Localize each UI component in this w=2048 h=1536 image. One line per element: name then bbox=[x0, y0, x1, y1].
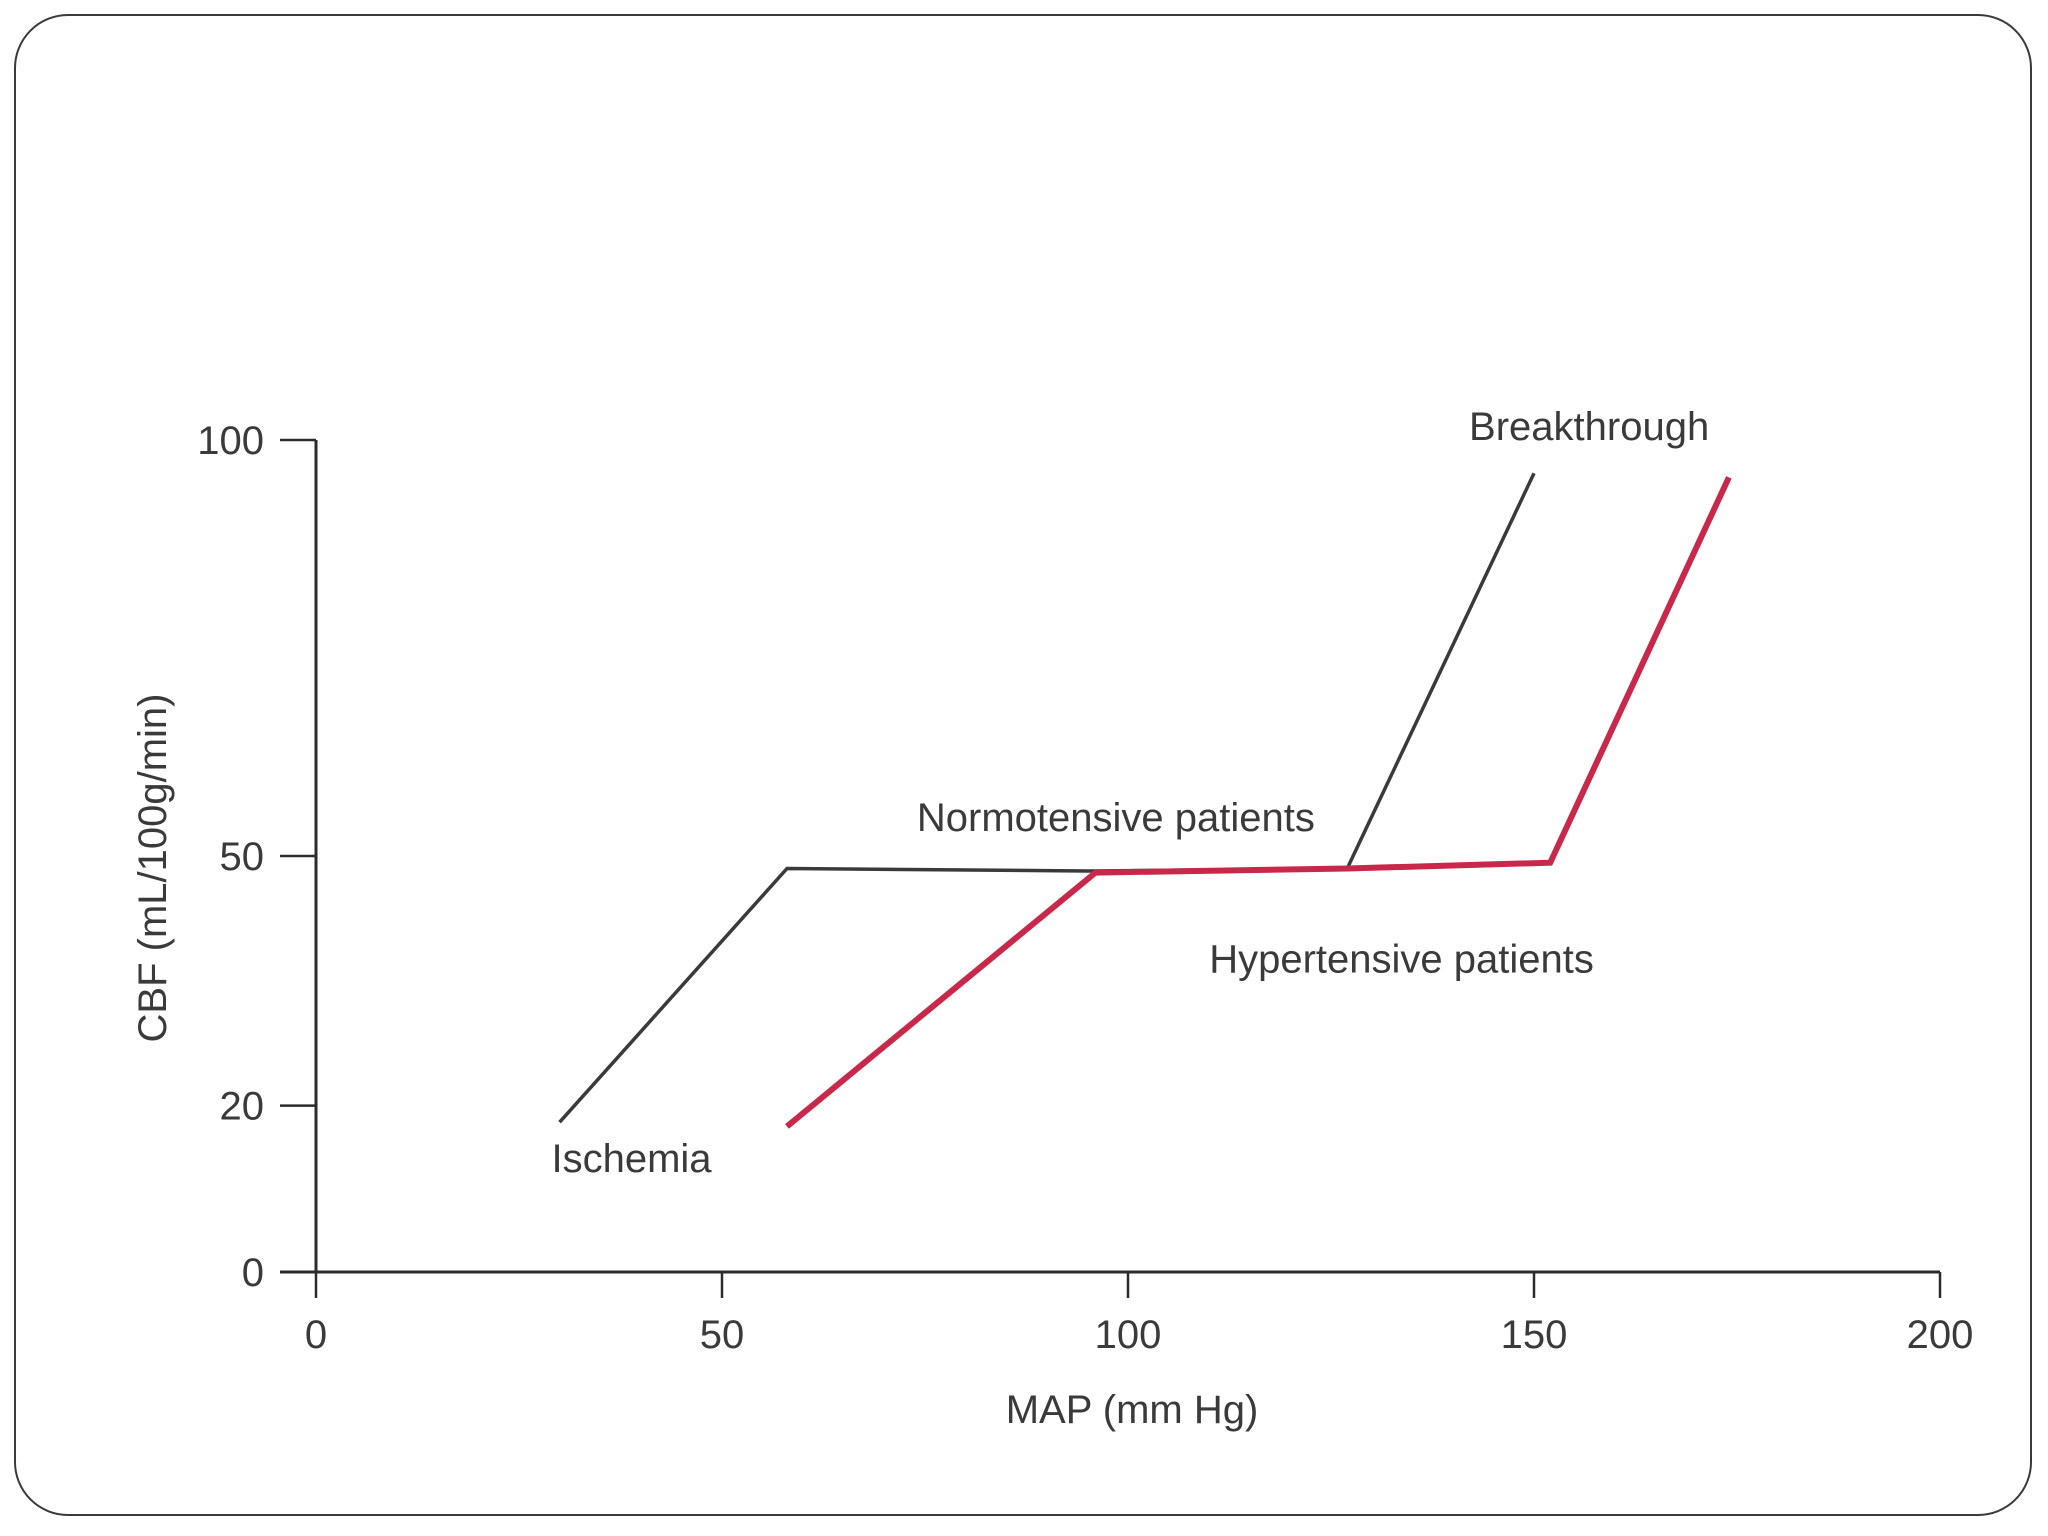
annotation-1: Breakthrough bbox=[1469, 405, 1709, 449]
annotation-2: Normotensive patients bbox=[917, 796, 1315, 840]
y-tick-label-20: 20 bbox=[220, 1085, 265, 1129]
annotations: Breakthrough Normotensive patients Hyperte… bbox=[551, 405, 1709, 1181]
annotation-3: Hypertensive patients bbox=[1209, 937, 1594, 981]
y-tick-label-100: 100 bbox=[197, 419, 264, 463]
x-tick-label-200: 200 bbox=[1907, 1313, 1974, 1357]
x-tick-label-150: 150 bbox=[1501, 1313, 1568, 1357]
y-axis-title: CBF (mL/100g/min) bbox=[131, 694, 175, 1043]
x-axis-title: MAP (mm Hg) bbox=[1006, 1388, 1259, 1432]
x-tick-label-0: 0 bbox=[305, 1313, 327, 1357]
series-line-1 bbox=[558, 472, 1536, 1124]
series-line-2 bbox=[785, 476, 1732, 1129]
y-tick-label-50: 50 bbox=[220, 835, 265, 879]
annotation-4: Ischemia bbox=[551, 1137, 712, 1181]
x-tick-label-100: 100 bbox=[1095, 1313, 1162, 1357]
y-tick-label-0: 0 bbox=[242, 1251, 264, 1295]
axis-ticks: 0 50 100 150 200 0 20 50 100 bbox=[197, 419, 1973, 1357]
slide-frame bbox=[14, 14, 2032, 1516]
x-tick-label-50: 50 bbox=[700, 1313, 745, 1357]
series-lines bbox=[558, 472, 1732, 1129]
